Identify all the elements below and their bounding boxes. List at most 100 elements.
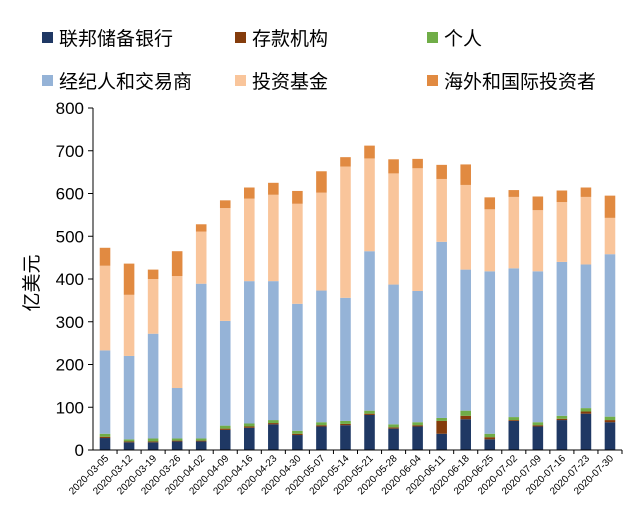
bar-segment-s1-c17 <box>508 420 520 421</box>
bar-segment-s1-c12 <box>388 427 399 429</box>
bar-segment-s5-c19 <box>556 190 568 203</box>
bar-segment-s3-c17 <box>508 268 520 418</box>
bar-segment-s3-c0 <box>99 350 111 434</box>
y-tick-label: 700 <box>56 142 84 161</box>
y-tick-label: 300 <box>56 313 84 332</box>
bar-segment-s4-c14 <box>436 178 447 242</box>
legend-label-0: 联邦储备银行 <box>59 28 173 50</box>
y-tick-label: 100 <box>56 398 84 417</box>
bar-segment-s3-c20 <box>580 264 592 409</box>
bars <box>99 145 616 451</box>
bar-segment-s2-c16 <box>484 433 496 438</box>
bar-segment-s0-c17 <box>508 420 520 450</box>
bar-segment-s0-c1 <box>123 442 135 450</box>
bar-segment-s2-c11 <box>364 410 375 414</box>
bar-segment-s5-c5 <box>219 200 231 209</box>
bar-segment-s5-c2 <box>147 269 159 279</box>
bar-segment-s4-c6 <box>244 198 255 282</box>
bar-segment-s3-c16 <box>484 271 496 434</box>
bar-segment-s5-c17 <box>508 190 520 197</box>
bar-segment-s2-c14 <box>436 417 447 421</box>
bar-segment-s4-c11 <box>364 158 375 252</box>
legend-label-4: 投资基金 <box>252 71 328 93</box>
bar-segment-s1-c9 <box>316 425 327 427</box>
bar-segment-s3-c6 <box>244 281 255 424</box>
bar-segment-s2-c3 <box>171 438 183 441</box>
legend-swatch-4 <box>235 75 246 86</box>
bar-segment-s5-c14 <box>436 164 447 179</box>
bar-segment-s3-c5 <box>219 320 231 426</box>
bar-segment-s1-c3 <box>171 440 183 442</box>
bar-segment-s2-c5 <box>219 425 231 429</box>
y-axis-ticks: 0 100 200 300 400 500 600 700 800 <box>56 99 93 460</box>
legend-swatch-0 <box>42 32 53 43</box>
bar-segment-s3-c9 <box>316 290 327 423</box>
bar-segment-s5-c15 <box>460 164 471 185</box>
bar-segment-s5-c18 <box>532 196 544 211</box>
bar-segment-s4-c18 <box>532 210 544 272</box>
bar-segment-s4-c9 <box>316 192 327 291</box>
bar-segment-s0-c10 <box>340 425 351 450</box>
bar-segment-s2-c21 <box>604 416 616 421</box>
bar-segment-s2-c17 <box>508 417 520 421</box>
bar-segment-s2-c0 <box>99 433 111 437</box>
bar-segment-s2-c7 <box>268 420 279 424</box>
bar-segment-s3-c15 <box>460 269 471 411</box>
bar-segment-s5-c1 <box>123 263 135 295</box>
bar-segment-s2-c13 <box>412 422 423 426</box>
x-axis-labels: 2020-03-052020-03-122020-03-192020-03-26… <box>67 450 623 497</box>
bar-segment-s3-c14 <box>436 241 447 418</box>
bar-segment-s5-c10 <box>340 157 351 167</box>
bar-segment-s0-c15 <box>460 419 471 450</box>
bar-segment-s3-c18 <box>532 271 544 423</box>
bar-segment-s3-c11 <box>364 251 375 411</box>
bar-segment-s4-c3 <box>171 276 183 389</box>
bar-segment-s0-c5 <box>219 429 231 450</box>
legend-swatch-2 <box>427 32 438 43</box>
bar-segment-s3-c21 <box>604 254 616 417</box>
bar-segment-s1-c7 <box>268 423 279 425</box>
bar-segment-s5-c21 <box>604 195 616 218</box>
legend-label-2: 个人 <box>444 28 482 50</box>
bar-segment-s1-c16 <box>484 437 496 440</box>
bar-segment-s0-c9 <box>316 426 327 450</box>
bar-segment-s1-c5 <box>219 428 231 430</box>
bar-segment-s2-c20 <box>580 408 592 412</box>
bar-segment-s3-c4 <box>195 283 207 439</box>
bar-segment-s4-c7 <box>268 194 279 282</box>
bar-segment-s0-c7 <box>268 424 279 450</box>
bar-segment-s4-c5 <box>219 208 231 321</box>
bar-segment-s1-c14 <box>436 420 447 434</box>
y-axis-label: 亿美元 <box>21 254 43 311</box>
y-tick-label: 800 <box>56 99 84 118</box>
bar-segment-s0-c3 <box>171 441 183 450</box>
bar-segment-s2-c19 <box>556 415 568 419</box>
bar-segment-s4-c20 <box>580 196 592 265</box>
bar-segment-s4-c8 <box>292 203 303 304</box>
bar-segment-s0-c21 <box>604 422 616 450</box>
bar-segment-s4-c4 <box>195 231 207 284</box>
bar-segment-s5-c3 <box>171 251 183 277</box>
bar-segment-s2-c15 <box>460 410 471 416</box>
bar-segment-s5-c6 <box>244 187 255 199</box>
bar-segment-s1-c10 <box>340 423 351 426</box>
bar-segment-s1-c18 <box>532 425 544 427</box>
bar-segment-s0-c0 <box>99 438 111 450</box>
bar-segment-s4-c1 <box>123 294 135 356</box>
bar-segment-s0-c13 <box>412 426 423 450</box>
bar-segment-s5-c4 <box>195 224 207 232</box>
bar-segment-s1-c0 <box>99 436 111 439</box>
legend-label-5: 海外和国际投资者 <box>444 71 596 93</box>
bar-segment-s0-c16 <box>484 439 496 450</box>
bar-segment-s2-c6 <box>244 423 255 427</box>
bar-segment-s0-c4 <box>195 441 207 450</box>
bar-segment-s4-c10 <box>340 166 351 298</box>
bar-segment-s0-c19 <box>556 420 568 450</box>
bar-segment-s3-c1 <box>123 355 135 440</box>
bar-segment-s0-c2 <box>147 442 159 450</box>
y-tick-label: 600 <box>56 185 84 204</box>
bar-segment-s0-c11 <box>364 414 375 450</box>
bar-segment-s4-c13 <box>412 168 423 291</box>
bar-segment-s1-c4 <box>195 440 207 442</box>
